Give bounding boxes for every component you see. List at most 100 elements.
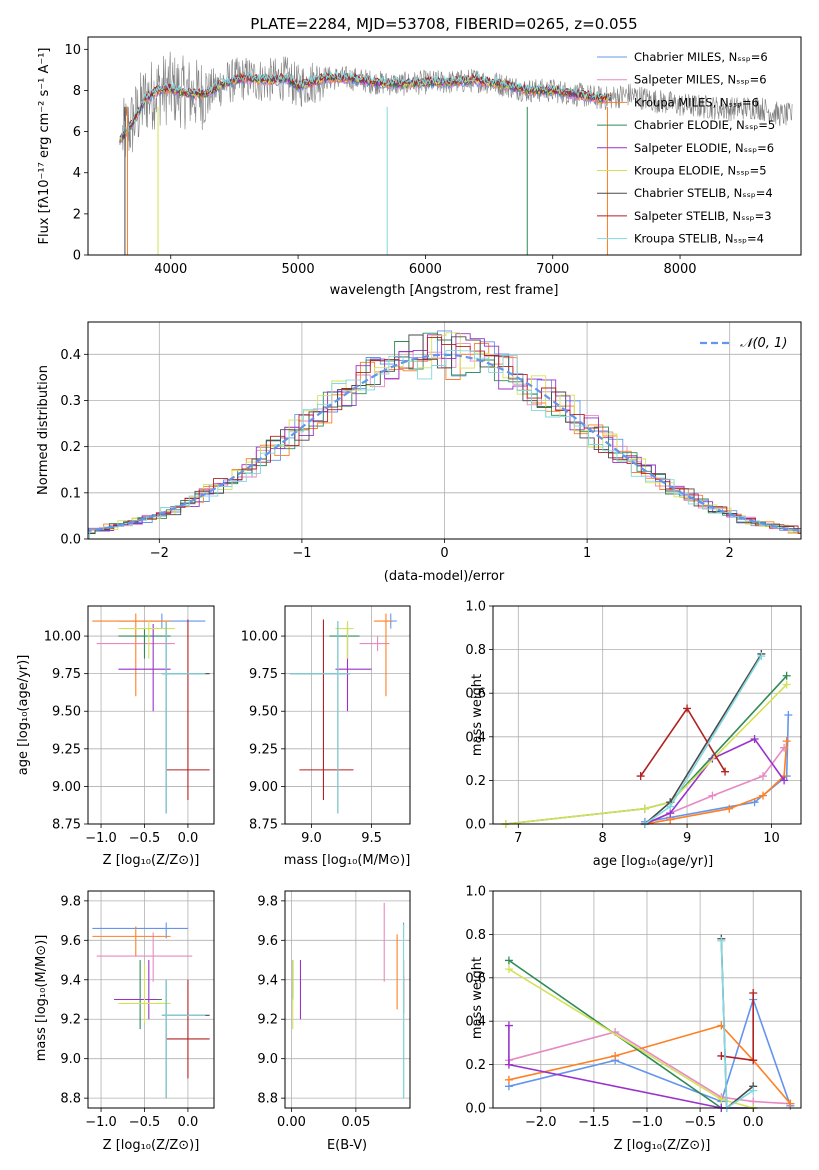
mass-vs-z-point [118,963,171,1024]
age-vs-z-point [166,619,210,800]
mass-vs-ebv-ytick-label: 8.8 [257,1092,278,1107]
age-vs-z-points [92,613,210,814]
massweight-vs-z-ytick-label: 0.2 [465,1058,486,1073]
spectrum-ytick-label: 10 [64,43,81,58]
residual-histogram [88,334,801,534]
massweight-vs-z-marker [749,988,758,997]
residuals-xtick-label: 1 [583,546,591,561]
residuals-xtick-label: 0 [440,546,448,561]
massweight-vs-age-marker [757,652,766,661]
mass-vs-ebv-ytick-label: 9.2 [257,1013,278,1028]
age-vs-z-xtick-label: 0.0 [178,831,199,846]
massweight-vs-z-marker [504,1075,513,1084]
spectrum-ytick-label: 8 [73,84,81,99]
spectrum-legend: Chabrier MILES, Nₛₛₚ=6 Salpeter MILES, Nₛ… [597,50,775,246]
spectrum-xtick-label: 6000 [409,262,442,277]
age-vs-z-ytick-label: 9.75 [52,667,81,682]
massweight-vs-age-series-line [505,683,788,825]
massweight-vs-z-marker [749,1056,758,1065]
spectrum-legend-label: Salpeter MILES, Nₛₛₚ=6 [634,73,767,87]
spectrum-panel: 4000 5000 6000 7000 8000 0 2 4 6 8 10 PLATE=2284, … [37,15,802,298]
massweight-vs-z-xlabel: Z [log₁₀(Z/Z⊙)] [614,1138,711,1153]
massweight-vs-age-ytick-label: 0.8 [465,643,486,658]
spectrum-ytick-label: 0 [73,249,81,264]
massweight-vs-age-marker [780,776,789,785]
spectrum-legend-label: Salpeter STELIB, Nₛₛₚ=3 [634,209,772,223]
massweight-vs-age-marker [725,804,734,813]
mass-vs-z-point [92,926,171,957]
massweight-vs-z-ylabel: mass weight [470,957,485,1039]
spectrum-legend-label: Chabrier ELODIE, Nₛₛₚ=5 [634,118,775,132]
massweight-vs-age-xlabel: age [log₁₀(age/yr)] [593,854,714,869]
massweight-vs-age-marker [708,791,717,800]
spectrum-legend-label: Chabrier MILES, Nₛₛₚ=6 [634,50,768,64]
spectrum-xtick-label: 8000 [663,262,696,277]
massweight-vs-age-ytick-label: 1.0 [465,600,486,615]
mass-vs-z-plot: −1.0 −0.5 0.0 8.8 9.0 9.2 9.4 9.6 9.8 [60,890,215,1130]
massweight-vs-z-ytick-label: 0.4 [465,1015,486,1030]
age-vs-mass-point [359,636,390,652]
mass-vs-z-xtick-label: 0.0 [178,1115,199,1130]
mass-vs-z-ytick-label: 9.6 [60,934,81,949]
massweight-vs-z-marker [504,1021,513,1030]
spectrum-ytick-label: 4 [73,166,81,181]
mass-vs-z-frame [87,890,215,1109]
spectrum-lines [119,51,793,255]
spectrum-legend-label: Kroupa MILES, Nₛₛₚ=6 [634,95,759,109]
age-vs-mass-point [335,621,354,659]
massweight-vs-age-marker [683,704,692,713]
massweight-vs-age-ytick-label: 0.0 [465,818,486,833]
massweight-vs-age-series-line [644,741,788,825]
massweight-vs-z-marker [611,1051,620,1060]
spectrum-legend-label: Chabrier STELIB, Nₛₛₚ=4 [634,186,773,200]
massweight-vs-age-xtick-label: 8 [599,831,607,846]
residuals-ytick-label: 0.1 [60,486,81,501]
spectrum-frame [87,36,802,256]
massweight-vs-z-series [717,988,758,1065]
mass-vs-ebv-frame [284,890,411,1109]
massweight-vs-age-xtick-label: 10 [763,831,780,846]
gaussian-curve [88,353,801,533]
spectrum-xtick-label: 5000 [282,262,315,277]
massweight-vs-z-marker [504,965,513,974]
massweight-vs-age-frame [492,605,802,825]
spectrum-plot: 4000 5000 6000 7000 8000 0 2 4 6 8 10 [64,36,802,277]
massweight-vs-age-panel: 7 8 9 10 0.0 0.2 0.4 0.6 0.8 1.0 age [log₁₀(age/y… [465,600,802,869]
spectrum-title: PLATE=2284, MJD=53708, FIBERID=0265, z=0… [250,15,637,33]
age-vs-mass-xtick-label: 9.0 [301,831,322,846]
residuals-ylabel: Normed distribution [36,365,51,495]
age-vs-z-point [92,613,171,697]
massweight-vs-z-plot: −2.0 −1.5 −1.0 −0.5 0.0 0.0 0.2 0.4 0.6 0.8 1.0 [465,885,802,1130]
age-vs-mass-ytick-label: 9.00 [249,780,278,795]
massweight-vs-z-marker [504,956,513,965]
mass-vs-ebv-ytick-label: 9.4 [257,973,278,988]
residuals-xtick-label: −1 [292,546,311,561]
age-vs-z-point [161,621,206,814]
massweight-vs-z-xtick-label: −1.0 [631,1115,663,1130]
massweight-vs-z-xtick-label: −0.5 [684,1115,716,1130]
age-vs-z-point [118,621,175,659]
spectrum-legend-label: Kroupa STELIB, Nₛₛₚ=4 [634,232,764,246]
residual-histograms [88,330,801,539]
massweight-vs-age-marker [782,680,791,689]
residuals-legend: 𝒩(0, 1) [700,336,787,351]
age-vs-z-point [118,628,171,659]
massweight-vs-age-lines [501,649,793,828]
age-vs-mass-panel: 9.0 9.5 8.75 9.00 9.25 9.50 9.75 10.00 mass [lo… [241,605,411,868]
mass-vs-ebv-xlabel: E(B-V) [327,1138,367,1153]
massweight-vs-age-marker [640,804,649,813]
massweight-vs-age-plot: 7 8 9 10 0.0 0.2 0.4 0.6 0.8 1.0 [465,600,802,846]
mass-vs-ebv-plot: 0.00 0.05 8.8 9.0 9.2 9.4 9.6 9.8 [257,890,411,1130]
age-vs-z-ytick-label: 9.50 [52,705,81,720]
mass-vs-ebv-points [292,902,405,1099]
age-vs-mass-ytick-label: 9.25 [249,742,278,757]
massweight-vs-age-xtick-label: 7 [514,831,522,846]
massweight-vs-age-marker [636,772,645,781]
mass-vs-z-ytick-label: 9.0 [60,1052,81,1067]
age-vs-z-ytick-label: 8.75 [52,818,81,833]
age-vs-mass-point [299,619,354,800]
massweight-vs-z-ytick-label: 0.0 [465,1102,486,1117]
age-vs-z-frame [87,605,215,825]
residuals-xlabel: (data-model)/error [384,569,505,584]
gaussian-legend-label: 𝒩(0, 1) [740,336,787,351]
